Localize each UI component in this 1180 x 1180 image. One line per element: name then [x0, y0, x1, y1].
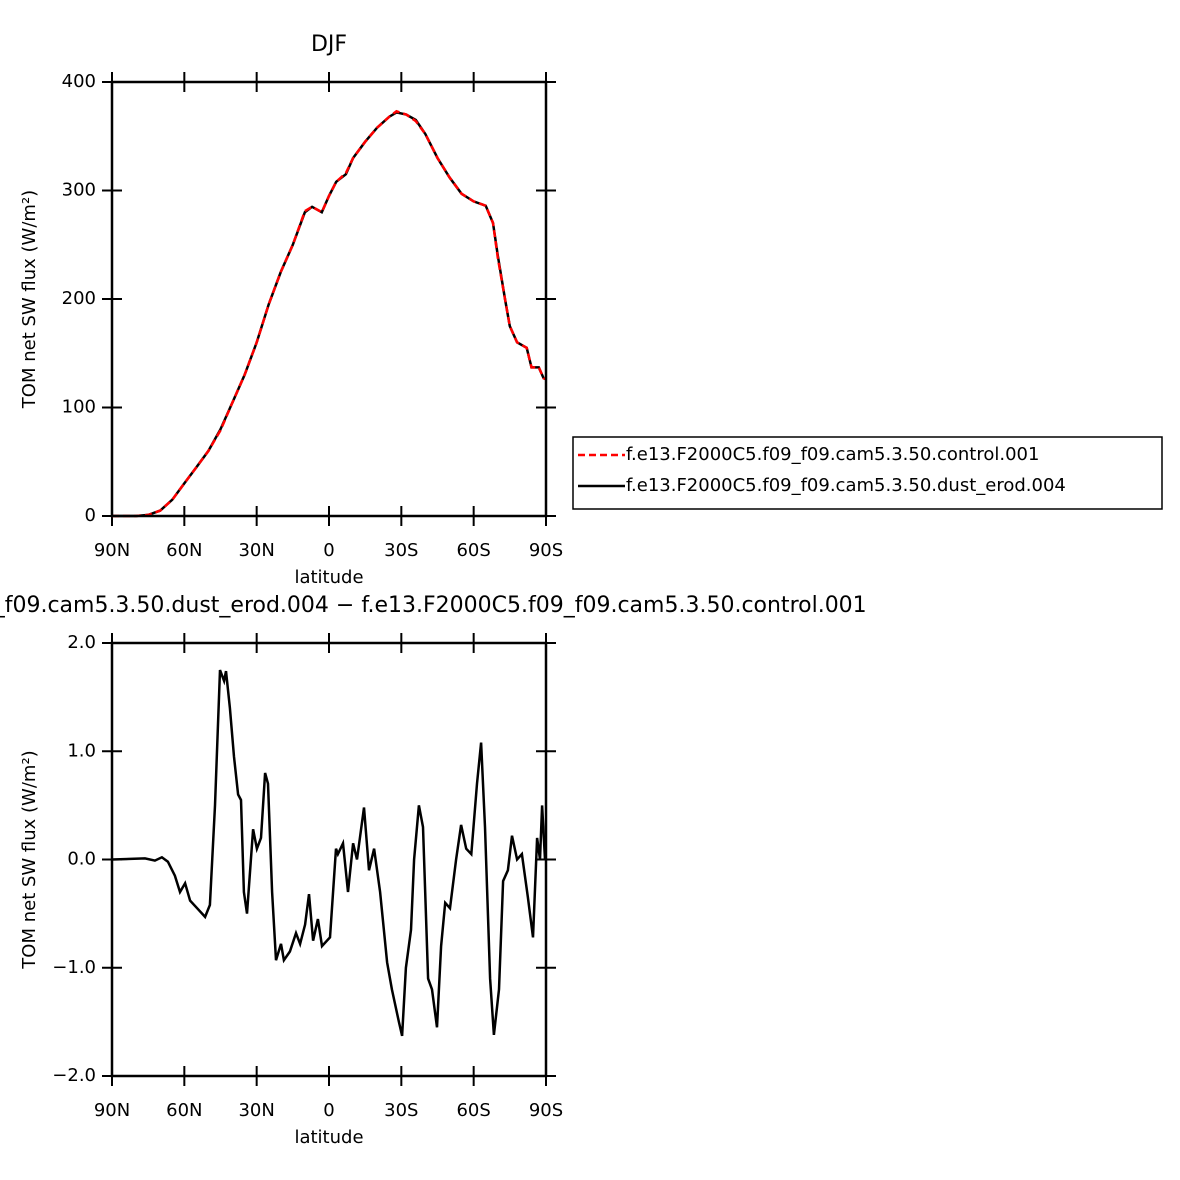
y-tick-label: 0 — [85, 505, 96, 526]
chart-title: f.e13.F2000C5.f09_f09.cam5.3.50.dust_ero… — [0, 593, 867, 618]
x-tick-label: 90S — [529, 1100, 563, 1121]
x-tick-label: 30N — [238, 1100, 274, 1121]
x-tick-label: 30N — [238, 540, 274, 561]
y-tick-label: −2.0 — [52, 1065, 96, 1086]
x-tick-label: 60N — [166, 540, 202, 561]
x-tick-label: 0 — [323, 1100, 334, 1121]
legend-label: f.e13.F2000C5.f09_f09.cam5.3.50.control.… — [626, 444, 1039, 465]
y-tick-label: 0.0 — [67, 849, 96, 870]
legend-box — [572, 436, 1163, 510]
y-tick-label: 100 — [62, 397, 96, 418]
x-tick-label: 30S — [384, 540, 418, 561]
y-tick-label: 1.0 — [67, 740, 96, 761]
y-tick-label: 300 — [62, 180, 96, 201]
x-tick-label: 90S — [529, 540, 563, 561]
x-axis-label: latitude — [294, 567, 363, 588]
chart-title: DJF — [311, 32, 347, 57]
plot-frame — [110, 641, 548, 1078]
x-tick-label: 90N — [94, 1100, 130, 1121]
y-tick-label: 200 — [62, 288, 96, 309]
y-axis-label: TOM net SW flux (W/m²) — [19, 190, 40, 409]
x-axis-label: latitude — [294, 1127, 363, 1148]
x-tick-label: 60S — [456, 540, 490, 561]
y-tick-label: 400 — [62, 71, 96, 92]
x-tick-label: 0 — [323, 540, 334, 561]
series-line — [112, 109, 547, 518]
y-tick-label: 2.0 — [67, 632, 96, 653]
x-tick-label: 60N — [166, 1100, 202, 1121]
legend-label: f.e13.F2000C5.f09_f09.cam5.3.50.dust_ero… — [626, 475, 1066, 496]
x-tick-label: 90N — [94, 540, 130, 561]
series-line — [111, 669, 547, 1037]
y-tick-label: −1.0 — [52, 957, 96, 978]
plot-frame — [110, 80, 548, 518]
x-tick-label: 30S — [384, 1100, 418, 1121]
series-line — [112, 111, 547, 518]
y-axis-label: TOM net SW flux (W/m²) — [19, 750, 40, 969]
x-tick-label: 60S — [456, 1100, 490, 1121]
